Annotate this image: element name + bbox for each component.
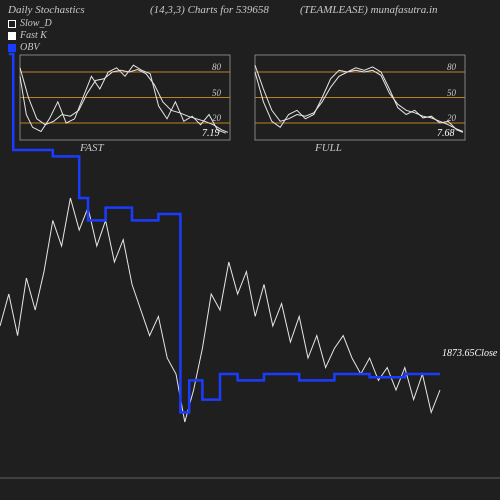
close-label: 1873.65Close	[442, 348, 497, 359]
sub-chart-label: FULL	[315, 142, 342, 154]
chart-svg	[0, 0, 500, 500]
grid-label: 20	[212, 113, 221, 123]
grid-label: 20	[447, 113, 456, 123]
grid-label: 80	[447, 62, 456, 72]
grid-label: 50	[447, 88, 456, 98]
sub-value: 7.19	[202, 128, 220, 139]
sub-chart-label: FAST	[80, 142, 104, 154]
grid-label: 50	[212, 88, 221, 98]
sub-value: 7.68	[437, 128, 455, 139]
chart-container: Daily Stochastics(14,3,3) Charts for 539…	[0, 0, 500, 500]
grid-label: 80	[212, 62, 221, 72]
